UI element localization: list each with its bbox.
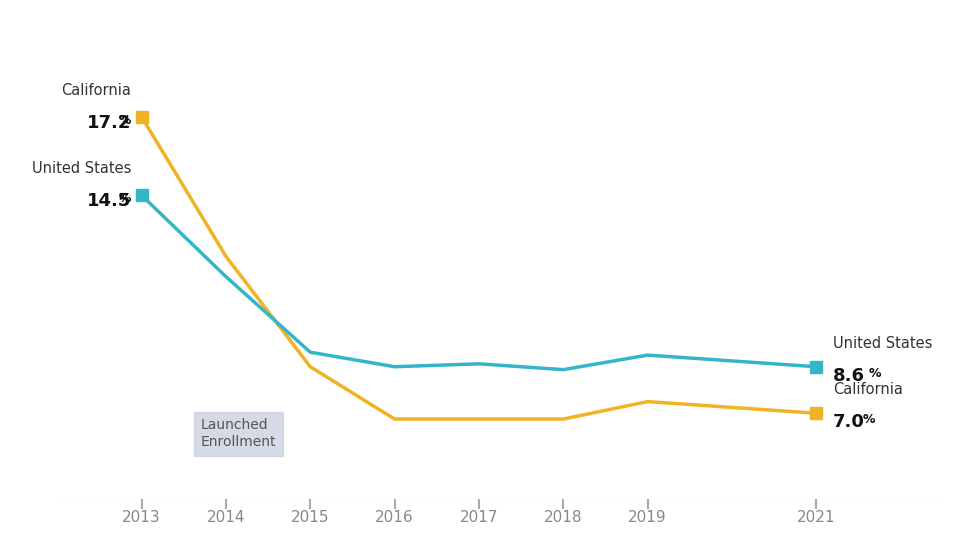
Text: 7.0: 7.0: [832, 413, 864, 431]
Text: California: California: [61, 83, 131, 98]
Text: %: %: [861, 413, 874, 426]
Text: %: %: [97, 192, 131, 205]
Text: %: %: [868, 367, 880, 379]
Text: 14.5: 14.5: [87, 192, 131, 210]
Text: 17.2: 17.2: [87, 114, 131, 132]
Text: California: California: [832, 382, 902, 397]
Text: 8.6: 8.6: [832, 367, 864, 385]
Text: %: %: [97, 114, 131, 127]
Text: United States: United States: [832, 336, 931, 351]
Text: United States: United States: [32, 162, 131, 176]
Text: Launched
Enrollment: Launched Enrollment: [201, 418, 276, 449]
